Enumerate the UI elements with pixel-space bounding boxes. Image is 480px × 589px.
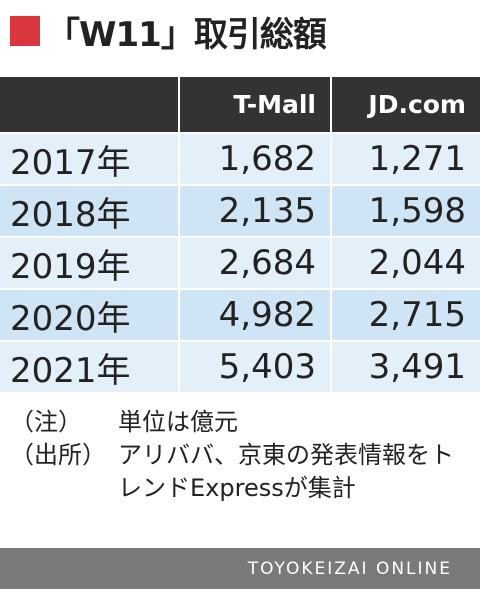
value-cell: 2,684 bbox=[180, 238, 332, 288]
row-label: 2017年 bbox=[0, 134, 180, 184]
note-text: 単位は億元 bbox=[118, 408, 238, 436]
title-bar: 「W11」取引総額 bbox=[10, 6, 327, 56]
note: （注） 単位は億元 bbox=[10, 406, 460, 439]
header-row: T-Mall JD.com bbox=[0, 77, 480, 132]
footer: TOYOKEIZAI ONLINE bbox=[0, 548, 480, 589]
title: 「W11」取引総額 bbox=[46, 14, 327, 55]
note-text: アリババ、京東の発表情報をトレンドExpressが集計 bbox=[118, 441, 454, 502]
row-label: 2021年 bbox=[0, 342, 180, 392]
row-label: 2020年 bbox=[0, 290, 180, 340]
value-cell: 4,982 bbox=[180, 290, 332, 340]
value-cell: 1,598 bbox=[332, 186, 480, 236]
table-row: 2018年 2,135 1,598 bbox=[0, 186, 480, 236]
note: （出所） アリババ、京東の発表情報をトレンドExpressが集計 bbox=[10, 439, 460, 505]
value-cell: 2,715 bbox=[332, 290, 480, 340]
header-cell bbox=[0, 77, 180, 132]
data-table: T-Mall JD.com 2017年 1,682 1,271 2018年 2,135 1,… bbox=[0, 75, 480, 394]
header-cell: T-Mall bbox=[180, 77, 332, 132]
note-label: （出所） bbox=[10, 441, 106, 469]
value-cell: 2,135 bbox=[180, 186, 332, 236]
value-cell: 5,403 bbox=[180, 342, 332, 392]
title-marker bbox=[10, 16, 40, 46]
row-label: 2018年 bbox=[0, 186, 180, 236]
value-cell: 1,271 bbox=[332, 134, 480, 184]
value-cell: 3,491 bbox=[332, 342, 480, 392]
note-label: （注） bbox=[10, 408, 82, 436]
table-row: 2021年 5,403 3,491 bbox=[0, 342, 480, 392]
table-row: 2020年 4,982 2,715 bbox=[0, 290, 480, 340]
table-body: 2017年 1,682 1,271 2018年 2,135 1,598 2019年 2,684… bbox=[0, 134, 480, 392]
header-cell: JD.com bbox=[332, 77, 480, 132]
value-cell: 1,682 bbox=[180, 134, 332, 184]
table-row: 2017年 1,682 1,271 bbox=[0, 134, 480, 184]
table-row: 2019年 2,684 2,044 bbox=[0, 238, 480, 288]
footer-source: TOYOKEIZAI ONLINE bbox=[247, 558, 452, 579]
notes: （注） 単位は億元 （出所） アリババ、京東の発表情報をトレンドExpressが集計 bbox=[10, 406, 460, 505]
row-label: 2019年 bbox=[0, 238, 180, 288]
value-cell: 2,044 bbox=[332, 238, 480, 288]
